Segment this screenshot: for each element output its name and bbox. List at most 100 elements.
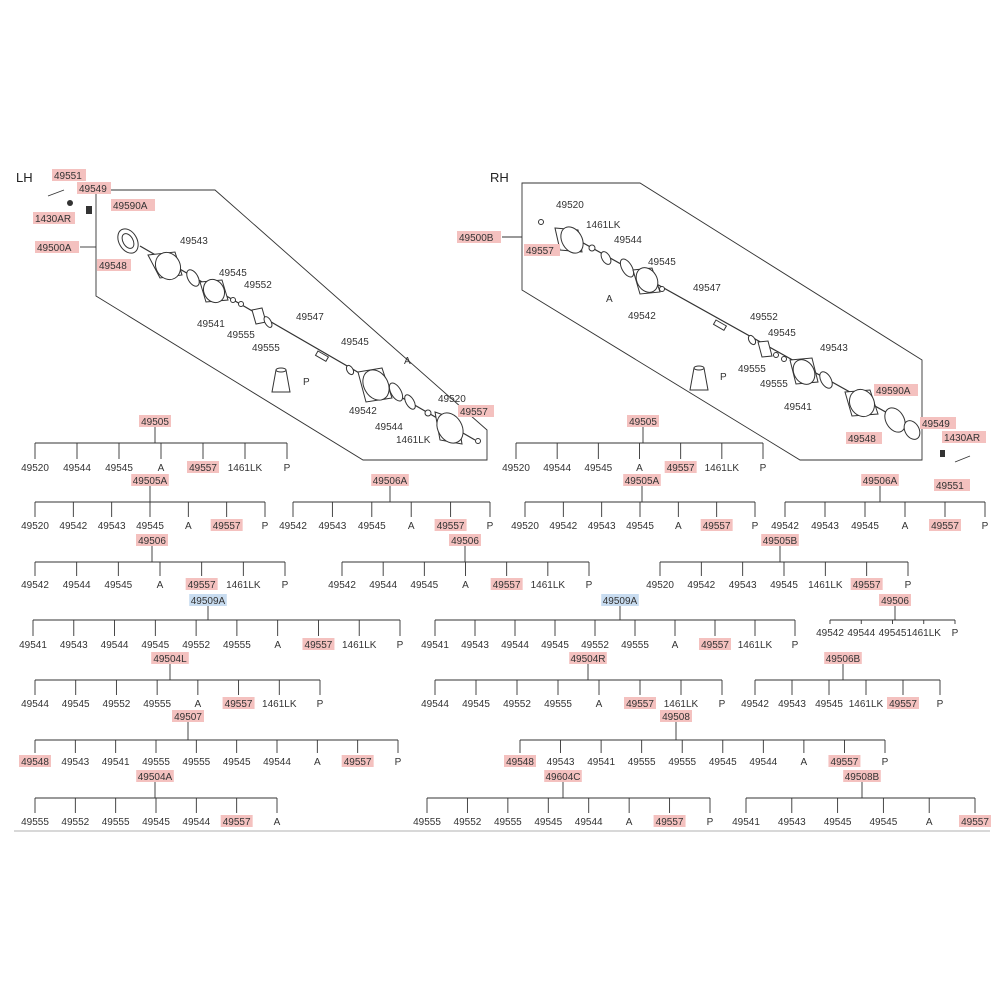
rh-callouts: 49520 1461LK 49500B 49557 49544 A 49545 …: [457, 200, 986, 492]
item-highlight: [302, 638, 335, 650]
callout-label: 49549: [922, 419, 950, 430]
tree-item-label: A: [185, 521, 192, 532]
tree-item-label: 1461LK: [808, 580, 843, 591]
tree-item-label: A: [274, 817, 281, 828]
callout-label: 49551: [936, 481, 964, 492]
tree-item-label: 49545: [141, 640, 169, 651]
tree-item-label: A: [314, 757, 321, 768]
tree-item-label: A: [801, 757, 808, 768]
tree-item-label: P: [905, 580, 912, 591]
kit-tree: 49509A 49541 49543 49544 49545 49552 49555 A 495…: [421, 594, 799, 651]
tree-item-label: 49541: [587, 757, 615, 768]
rh-label: RH: [490, 170, 509, 185]
item-highlight: [185, 578, 218, 590]
tree-item-label: 49543: [778, 699, 806, 710]
tree-item-label: 49545: [626, 521, 654, 532]
kit-tree: 49604C 49555 49552 49555 49545 49544 A 49557 P: [413, 770, 714, 828]
tree-parent-label: 49506: [881, 596, 909, 607]
tree-item-label: A: [902, 521, 909, 532]
tree-item-label: 49545: [824, 817, 852, 828]
tree-item-label: 1461LK: [262, 699, 297, 710]
tree-item-label: 49557: [889, 699, 917, 710]
tree-item-label: 49555: [621, 640, 649, 651]
tree-item-label: A: [462, 580, 469, 591]
tree-item-label: 49542: [741, 699, 769, 710]
kit-tree: 49506B 49542 49543 49545 1461LK 49557 P: [741, 652, 944, 710]
callout-label: 49547: [296, 312, 324, 323]
tree-parent-highlight: [627, 415, 659, 427]
tree-item-label: P: [937, 699, 944, 710]
tree-parent-label: 49506A: [373, 476, 408, 487]
callout-label: 49542: [349, 406, 377, 417]
tree-parent-label: 49506: [138, 536, 166, 547]
tree-item-label: P: [282, 580, 289, 591]
tree-item-label: 49544: [182, 817, 210, 828]
callout-label: 49552: [244, 280, 272, 291]
item-highlight: [341, 755, 374, 767]
tree-item-label: 49542: [21, 580, 49, 591]
callout-label: 49552: [750, 312, 778, 323]
tree-item-label: 49548: [506, 757, 534, 768]
tree-item-label: 49557: [961, 817, 989, 828]
tree-item-label: 49548: [21, 757, 49, 768]
tree-item-label: 49545: [62, 699, 90, 710]
item-highlight: [700, 519, 733, 531]
callout-label: 1430AR: [944, 433, 980, 444]
tree-item-label: 49545: [142, 817, 170, 828]
tree-parent-label: 49505A: [133, 476, 168, 487]
callout-label: 49548: [99, 261, 127, 272]
tree-item-label: 49520: [511, 521, 539, 532]
tree-item-label: 49555: [143, 699, 171, 710]
kit-tree: 49508B 49541 49543 49545 49545 A 49557: [732, 770, 991, 828]
tree-parent-label: 49506A: [863, 476, 898, 487]
tree-parent-highlight: [189, 594, 227, 606]
item-highlight: [624, 697, 656, 709]
callout-label: 49590A: [876, 386, 911, 397]
callout-label: 1461LK: [586, 220, 621, 231]
kit-tree: 49509A 49541 49543 49544 49545 49552 49555 A 495…: [19, 594, 404, 651]
callout-label: A: [404, 356, 411, 367]
tree-parent-label: 49604C: [545, 772, 580, 783]
tree-item-label: 49557: [626, 699, 654, 710]
tree-item-label: 49544: [421, 699, 449, 710]
item-highlight: [220, 815, 253, 827]
tree-item-label: A: [596, 699, 603, 710]
tree-item-label: 49541: [421, 640, 449, 651]
tree-item-label: 1461LK: [849, 699, 884, 710]
tree-item-label: 49545: [851, 521, 879, 532]
tree-item-label: 49545: [104, 580, 132, 591]
tree-item-label: 49544: [63, 463, 91, 474]
callout-label: 49590A: [113, 201, 148, 212]
tree-item-label: 49543: [461, 640, 489, 651]
callout-label: 49555: [227, 330, 255, 341]
callout-label: 49541: [197, 319, 225, 330]
callout-label: 49544: [375, 422, 403, 433]
tree-item-label: 49542: [771, 521, 799, 532]
tree-parent-label: 49504R: [570, 654, 605, 665]
tree-item-label: 49557: [853, 580, 881, 591]
tree-parent-highlight: [371, 474, 409, 486]
tree-parent-label: 49504L: [153, 654, 187, 665]
item-highlight: [222, 697, 255, 709]
tree-item-label: 49557: [831, 757, 859, 768]
tree-item-label: A: [675, 521, 682, 532]
callout-label: 49545: [219, 268, 247, 279]
tree-item-label: 49552: [182, 640, 210, 651]
tree-item-label: 49552: [581, 640, 609, 651]
lh-callouts: 49551 49549 1430AR 49590A 49500A 49548 4…: [33, 169, 494, 446]
tree-item-label: 49542: [687, 580, 715, 591]
item-highlight: [434, 519, 467, 531]
tree-parent-highlight: [172, 710, 204, 722]
tree-item-label: 49557: [305, 640, 333, 651]
tree-item-label: 49544: [263, 757, 291, 768]
callout-label: 49543: [820, 343, 848, 354]
tree-item-label: 49545: [410, 580, 438, 591]
tree-item-label: P: [262, 521, 269, 532]
item-highlight: [504, 755, 536, 767]
tree-item-label: 49545: [770, 580, 798, 591]
item-highlight: [490, 578, 523, 590]
callout-label: A: [606, 294, 613, 305]
tree-parent-highlight: [861, 474, 899, 486]
kit-tree: 49505 49520 49544 49545 A 49557 1461LK P: [21, 415, 291, 474]
callout-label: 49543: [180, 236, 208, 247]
